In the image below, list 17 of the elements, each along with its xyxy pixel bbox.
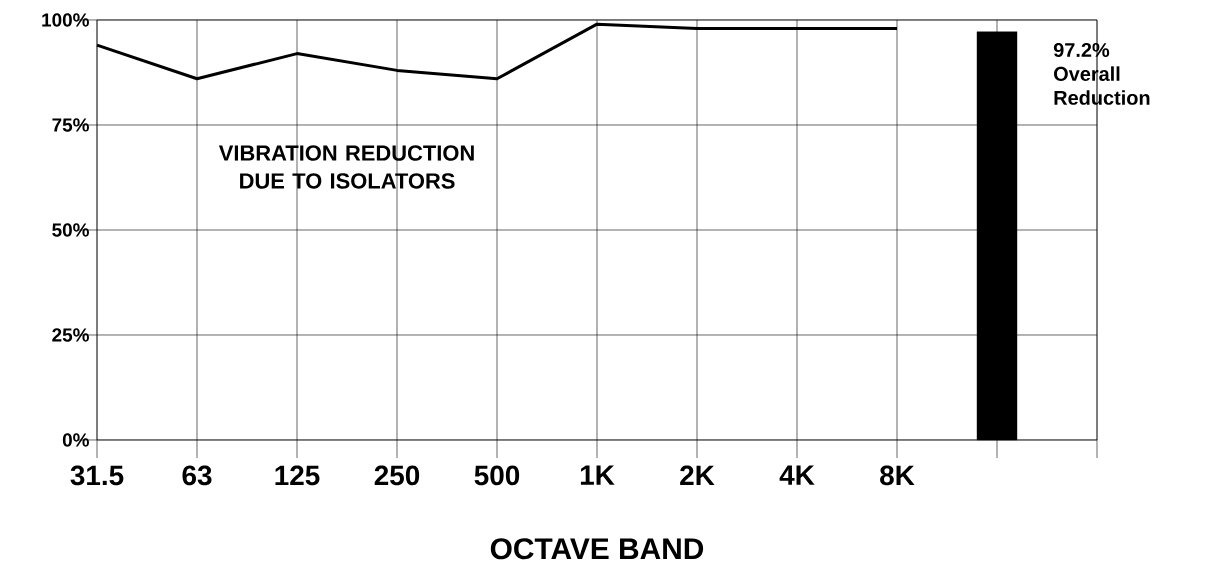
y-tick-label: 50% bbox=[52, 223, 89, 237]
x-tick-label: 31.5 bbox=[70, 465, 124, 486]
annotation: VIBRATION REDUCTION DUE TO ISOLATORS bbox=[218, 145, 474, 189]
y-tick-label: 75% bbox=[52, 118, 89, 132]
x-tick-label: 1K bbox=[580, 465, 615, 485]
y-tick-label: 0% bbox=[62, 433, 89, 447]
x-tick-label: 8K bbox=[880, 465, 915, 486]
annotation: 97.2% Overall Reduction bbox=[1053, 42, 1150, 105]
y-tick-label: 25% bbox=[52, 328, 89, 342]
x-tick-label: 125 bbox=[275, 465, 320, 486]
x-tick-label: 250 bbox=[374, 465, 420, 486]
x-tick-label: 2K bbox=[680, 465, 715, 485]
x-tick-label: 4K bbox=[779, 465, 815, 485]
x-tick-label: 63 bbox=[182, 465, 212, 486]
x-axis-title: OCTAVE BAND bbox=[490, 538, 704, 560]
x-tick-label: 500 bbox=[474, 465, 520, 486]
y-tick-label: 100% bbox=[42, 13, 89, 27]
